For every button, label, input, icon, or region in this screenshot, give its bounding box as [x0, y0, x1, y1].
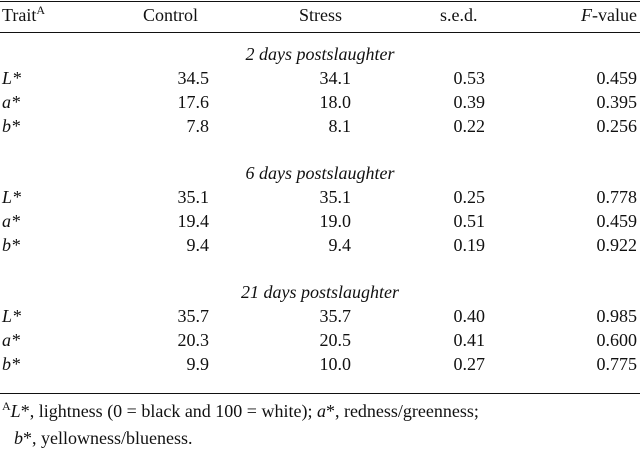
control-cell: 9.4: [186, 235, 210, 255]
trait-cell: b*: [2, 354, 20, 374]
f-value-cell: 0.778: [596, 187, 638, 207]
table-row: b* 9.9 10.0 0.27 0.775: [0, 352, 640, 376]
control-cell: 17.6: [177, 92, 210, 112]
f-value-cell: 0.922: [596, 235, 638, 255]
trait-cell: b*: [2, 235, 20, 255]
trait-cell: L*: [2, 306, 22, 326]
table-footnote-line-2: b*, yellowness/blueness.: [14, 428, 193, 448]
stress-cell: 20.5: [319, 330, 352, 350]
trait-cell: L*: [2, 68, 22, 88]
table-header-rule: [0, 32, 640, 34]
header-trait: TraitA: [2, 3, 46, 25]
control-cell: 35.7: [177, 306, 210, 326]
control-cell: 35.1: [177, 187, 210, 207]
f-value-cell: 0.459: [596, 211, 638, 231]
trait-cell: a*: [2, 211, 20, 231]
trait-cell: a*: [2, 92, 20, 112]
sed-cell: 0.22: [453, 116, 486, 136]
sed-cell: 0.25: [453, 187, 486, 207]
table-header-row: TraitA Control Stress s.e.d. F-value: [0, 3, 640, 27]
f-value-cell: 0.395: [596, 92, 638, 112]
table-footnote-line-1: AL*, lightness (0 = black and 100 = whit…: [2, 399, 479, 421]
header-f-value: F-value: [581, 5, 637, 25]
table-row: a* 17.6 18.0 0.39 0.395: [0, 90, 640, 114]
table-row: a* 20.3 20.5 0.41 0.600: [0, 328, 640, 352]
control-cell: 19.4: [177, 211, 210, 231]
table-row: b* 9.4 9.4 0.19 0.922: [0, 233, 640, 257]
stress-cell: 19.0: [319, 211, 352, 231]
f-value-cell: 0.256: [596, 116, 638, 136]
stress-cell: 8.1: [328, 116, 352, 136]
table-bottom-rule: [0, 393, 640, 395]
control-cell: 7.8: [186, 116, 210, 136]
section-title: 2 days postslaughter: [245, 44, 395, 64]
stress-cell: 35.7: [319, 306, 352, 326]
sed-cell: 0.39: [453, 92, 486, 112]
table-row: L* 34.5 34.1 0.53 0.459: [0, 66, 640, 90]
stress-cell: 35.1: [319, 187, 352, 207]
f-value-cell: 0.985: [596, 306, 638, 326]
control-cell: 20.3: [177, 330, 210, 350]
control-cell: 9.9: [186, 354, 210, 374]
sed-cell: 0.27: [453, 354, 486, 374]
table-top-rule: [0, 1, 640, 3]
sed-cell: 0.41: [453, 330, 486, 350]
f-value-cell: 0.775: [596, 354, 638, 374]
header-sed: s.e.d.: [440, 5, 478, 25]
sed-cell: 0.19: [453, 235, 486, 255]
header-control: Control: [143, 5, 199, 25]
control-cell: 34.5: [177, 68, 210, 88]
stress-cell: 10.0: [319, 354, 352, 374]
table-row: L* 35.7 35.7 0.40 0.985: [0, 304, 640, 328]
trait-cell: b*: [2, 116, 20, 136]
table-row: b* 7.8 8.1 0.22 0.256: [0, 114, 640, 138]
stress-cell: 9.4: [328, 235, 352, 255]
section-title: 6 days postslaughter: [245, 163, 395, 183]
f-value-cell: 0.459: [596, 68, 638, 88]
sed-cell: 0.51: [453, 211, 486, 231]
table-row: L* 35.1 35.1 0.25 0.778: [0, 185, 640, 209]
table-row: a* 19.4 19.0 0.51 0.459: [0, 209, 640, 233]
trait-cell: a*: [2, 330, 20, 350]
sed-cell: 0.53: [453, 68, 486, 88]
stress-cell: 34.1: [319, 68, 352, 88]
f-value-cell: 0.600: [596, 330, 638, 350]
sed-cell: 0.40: [453, 306, 486, 326]
header-stress: Stress: [299, 5, 343, 25]
section-title: 21 days postslaughter: [240, 282, 399, 302]
stress-cell: 18.0: [319, 92, 352, 112]
trait-cell: L*: [2, 187, 22, 207]
